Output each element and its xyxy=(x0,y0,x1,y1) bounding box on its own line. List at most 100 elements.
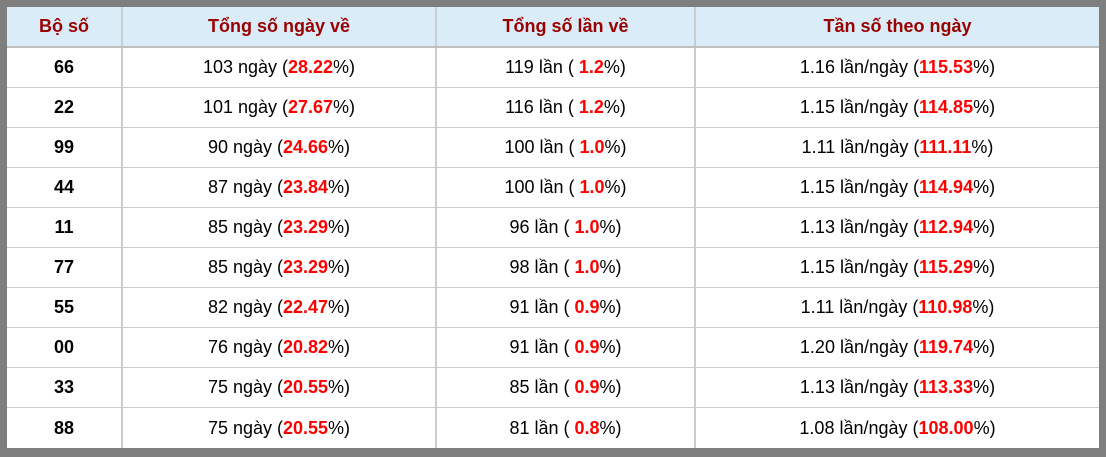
times-percent-value: 1.0 xyxy=(579,176,605,197)
daily-frequency-cell: 1.11 lần/ngày (110.98%) xyxy=(694,287,1099,328)
frequency-text: 1.15 lần/ngày ( xyxy=(799,257,920,278)
frequency-text: 1.13 lần/ngày ( xyxy=(799,377,920,398)
days-text: 87 ngày ( xyxy=(207,176,283,197)
days-percent-value: 23.84 xyxy=(283,176,329,197)
col-header-pair: Bộ số xyxy=(7,7,122,48)
table-row: 22 101 ngày (27.67%) 116 lần ( 1.2%) 1.1… xyxy=(7,86,1099,128)
total-days-cell: 75 ngày (20.55%) xyxy=(121,407,436,448)
daily-frequency-cell: 1.13 lần/ngày (112.94%) xyxy=(694,206,1099,248)
frequency-percent-value: 110.98 xyxy=(918,297,973,318)
total-times-cell: 116 lần ( 1.2%) xyxy=(435,86,695,128)
frequency-text: 1.20 lần/ngày ( xyxy=(799,337,920,358)
times-text: 91 lần ( xyxy=(509,337,575,358)
frequency-text-suffix: %) xyxy=(972,297,995,318)
times-text: 91 lần ( xyxy=(509,297,575,318)
pair-cell: 11 xyxy=(7,206,122,248)
header-row: Bộ số Tổng số ngày về Tổng số lần về Tần… xyxy=(7,7,1099,48)
table-row: 88 75 ngày (20.55%) 81 lần ( 0.8%) 1.08 … xyxy=(7,407,1099,448)
pair-value: 11 xyxy=(54,216,74,237)
pair-cell: 99 xyxy=(7,126,122,168)
times-text: 100 lần ( xyxy=(504,136,580,157)
days-text: 75 ngày ( xyxy=(207,417,283,438)
pair-value: 22 xyxy=(53,96,75,117)
daily-frequency-cell: 1.20 lần/ngày (119.74%) xyxy=(694,327,1099,368)
pair-cell: 77 xyxy=(7,246,122,288)
times-text-suffix: %) xyxy=(604,176,627,197)
days-text-suffix: %) xyxy=(328,257,351,278)
total-times-cell: 98 lần ( 1.0%) xyxy=(435,246,695,288)
table-row: 99 90 ngày (24.66%) 100 lần ( 1.0%) 1.11… xyxy=(7,126,1099,168)
times-percent-value: 1.0 xyxy=(574,257,600,278)
daily-frequency-cell: 1.15 lần/ngày (115.29%) xyxy=(694,246,1099,288)
times-percent-value: 0.9 xyxy=(574,297,600,318)
total-times-cell: 81 lần ( 0.8%) xyxy=(435,407,695,448)
frequency-percent-value: 115.53 xyxy=(919,56,974,77)
days-percent-value: 20.82 xyxy=(283,337,329,358)
pair-value: 99 xyxy=(53,136,75,157)
pair-stats-table: Bộ số Tổng số ngày về Tổng số lần về Tần… xyxy=(7,7,1099,448)
pair-value: 33 xyxy=(53,377,75,398)
times-text: 96 lần ( xyxy=(509,216,575,237)
days-text-suffix: %) xyxy=(328,297,351,318)
total-days-cell: 87 ngày (23.84%) xyxy=(121,166,436,208)
times-text-suffix: %) xyxy=(599,216,622,237)
total-days-cell: 82 ngày (22.47%) xyxy=(121,287,436,328)
total-days-cell: 90 ngày (24.66%) xyxy=(121,126,436,168)
daily-frequency-cell: 1.13 lần/ngày (113.33%) xyxy=(694,367,1099,408)
days-percent-value: 20.55 xyxy=(283,417,329,438)
frequency-text: 1.15 lần/ngày ( xyxy=(799,96,920,117)
table-row: 55 82 ngày (22.47%) 91 lần ( 0.9%) 1.11 … xyxy=(7,287,1099,328)
col-header-total-times: Tổng số lần về xyxy=(435,7,695,48)
times-text-suffix: %) xyxy=(599,337,622,358)
total-days-cell: 85 ngày (23.29%) xyxy=(121,246,436,288)
times-percent-value: 0.9 xyxy=(574,337,600,358)
total-days-cell: 103 ngày (28.22%) xyxy=(121,46,436,88)
pair-cell: 33 xyxy=(7,367,122,408)
daily-frequency-cell: 1.15 lần/ngày (114.94%) xyxy=(694,166,1099,208)
times-text: 100 lần ( xyxy=(504,176,580,197)
times-text-suffix: %) xyxy=(599,417,622,438)
times-text-suffix: %) xyxy=(599,297,622,318)
days-text: 82 ngày ( xyxy=(207,297,283,318)
pair-value: 00 xyxy=(53,337,75,358)
times-text: 116 lần ( xyxy=(505,96,579,117)
total-times-cell: 96 lần ( 1.0%) xyxy=(435,206,695,248)
table-row: 11 85 ngày (23.29%) 96 lần ( 1.0%) 1.13 … xyxy=(7,206,1099,248)
days-percent-value: 28.22 xyxy=(288,56,334,77)
frequency-percent-value: 113.33 xyxy=(919,377,974,398)
days-percent-value: 22.47 xyxy=(283,297,329,318)
table-body: 66 103 ngày (28.22%) 119 lần ( 1.2%) 1.1… xyxy=(7,46,1099,448)
col-header-daily-frequency: Tần số theo ngày xyxy=(694,7,1099,48)
times-percent-value: 0.9 xyxy=(574,377,600,398)
table-row: 00 76 ngày (20.82%) 91 lần ( 0.9%) 1.20 … xyxy=(7,327,1099,368)
total-days-cell: 85 ngày (23.29%) xyxy=(121,206,436,248)
daily-frequency-cell: 1.11 lần/ngày (111.11%) xyxy=(694,126,1099,168)
frequency-text-suffix: %) xyxy=(973,377,996,398)
total-days-cell: 75 ngày (20.55%) xyxy=(121,367,436,408)
days-text-suffix: %) xyxy=(333,96,356,117)
frequency-text: 1.11 lần/ngày ( xyxy=(801,136,920,157)
total-times-cell: 91 lần ( 0.9%) xyxy=(435,287,695,328)
days-text-suffix: %) xyxy=(328,176,351,197)
frequency-text-suffix: %) xyxy=(971,136,994,157)
times-text: 119 lần ( xyxy=(505,56,579,77)
frequency-percent-value: 119.74 xyxy=(919,337,974,358)
table-row: 33 75 ngày (20.55%) 85 lần ( 0.9%) 1.13 … xyxy=(7,367,1099,408)
total-times-cell: 100 lần ( 1.0%) xyxy=(435,126,695,168)
pair-value: 44 xyxy=(53,176,75,197)
days-text-suffix: %) xyxy=(328,136,351,157)
pair-value: 88 xyxy=(53,417,75,438)
pair-cell: 55 xyxy=(7,287,122,328)
frequency-percent-value: 114.94 xyxy=(919,176,974,197)
frequency-text: 1.13 lần/ngày ( xyxy=(799,216,920,237)
daily-frequency-cell: 1.16 lần/ngày (115.53%) xyxy=(694,46,1099,88)
col-header-total-days: Tổng số ngày về xyxy=(121,7,436,48)
col-header-label: Tổng số lần về xyxy=(502,16,629,36)
frequency-percent-value: 114.85 xyxy=(919,96,974,117)
times-text-suffix: %) xyxy=(603,96,626,117)
frequency-text-suffix: %) xyxy=(973,337,996,358)
frequency-text: 1.16 lần/ngày ( xyxy=(799,56,920,77)
days-text-suffix: %) xyxy=(333,56,356,77)
frequency-text: 1.11 lần/ngày ( xyxy=(800,297,919,318)
